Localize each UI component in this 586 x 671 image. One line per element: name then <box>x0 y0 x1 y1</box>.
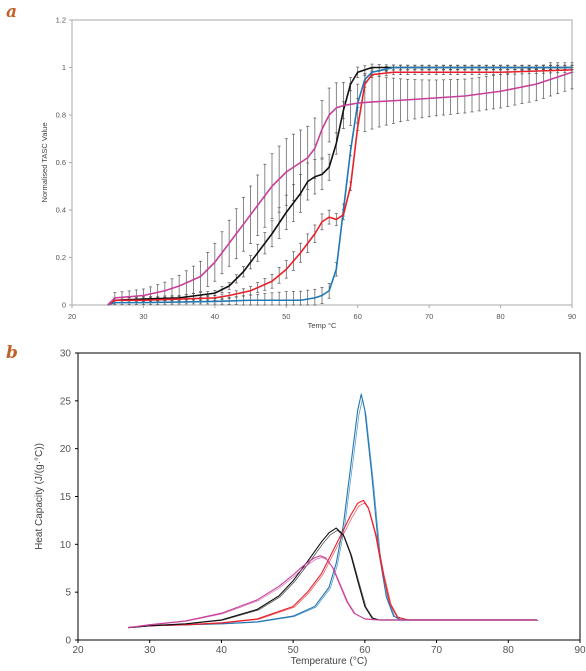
y-tick-label: 25 <box>60 396 72 407</box>
y-axis-label: Heat Capacity (J/(g·°C)) <box>34 443 45 550</box>
x-tick-label: 40 <box>216 645 228 656</box>
series-line-black <box>107 66 572 306</box>
series-line-red <box>107 69 573 306</box>
series-line-replicate-red <box>129 502 539 629</box>
y-tick-label: 15 <box>60 492 72 503</box>
y-tick-label: 1.2 <box>56 16 66 25</box>
y-axis-label: Normalised TASC Value <box>40 122 49 202</box>
x-tick-label: 40 <box>211 312 219 321</box>
chart-a: 20 30 40 50 60 70 80 90 0 0.2 0.4 0.6 0.8 1 1.2 Temp °C… <box>40 16 576 330</box>
x-tick-label: 90 <box>574 645 586 656</box>
y-tick-label: 20 <box>60 444 72 455</box>
y-tick-label: 0.8 <box>56 111 66 120</box>
x-tick-label: 20 <box>68 312 76 321</box>
chart-b: 20 30 40 50 60 70 80 90 0 5 10 15 20 25 30 Temperature … <box>34 349 586 668</box>
x-tick-label: 60 <box>359 645 371 656</box>
x-tick-label: 90 <box>568 312 576 321</box>
x-tick-label: 20 <box>72 645 84 656</box>
y-tick-label: 1 <box>62 63 66 72</box>
y-tick-label: 0.4 <box>56 206 66 215</box>
x-tick-label: 50 <box>282 312 290 321</box>
series-line-replicate-magenta <box>129 557 539 629</box>
x-tick-label: 30 <box>139 312 147 321</box>
panel-b-letter: b <box>6 343 18 363</box>
x-tick-label: 80 <box>496 312 504 321</box>
y-tick-label: 0.2 <box>56 253 66 262</box>
y-tick-label: 5 <box>65 588 71 599</box>
y-tick-label: 0.6 <box>56 158 66 167</box>
y-tick-label: 30 <box>60 349 72 360</box>
x-axis-label: Temp °C <box>308 321 337 330</box>
x-axis-label: Temperature (°C) <box>291 656 368 667</box>
y-tick-label: 0 <box>65 636 71 647</box>
y-tick-label: 10 <box>60 540 72 551</box>
x-tick-label: 30 <box>144 645 156 656</box>
series-line-blue <box>128 393 537 629</box>
series-line-magenta <box>128 555 537 629</box>
series-line-replicate-blue <box>129 398 539 629</box>
series-line-red <box>128 499 537 629</box>
x-tick-label: 50 <box>288 645 300 656</box>
series-line-magenta <box>107 71 573 306</box>
series-line-black <box>128 527 537 629</box>
plot-frame-b <box>77 352 581 641</box>
x-tick-label: 80 <box>503 645 515 656</box>
panel-a-letter: a <box>6 2 17 22</box>
x-tick-label: 70 <box>425 312 433 321</box>
x-tick-label: 60 <box>354 312 362 321</box>
x-tick-label: 70 <box>431 645 443 656</box>
series-line-blue <box>107 66 572 306</box>
y-tick-label: 0 <box>62 301 66 310</box>
series-line-replicate-black <box>129 529 539 629</box>
